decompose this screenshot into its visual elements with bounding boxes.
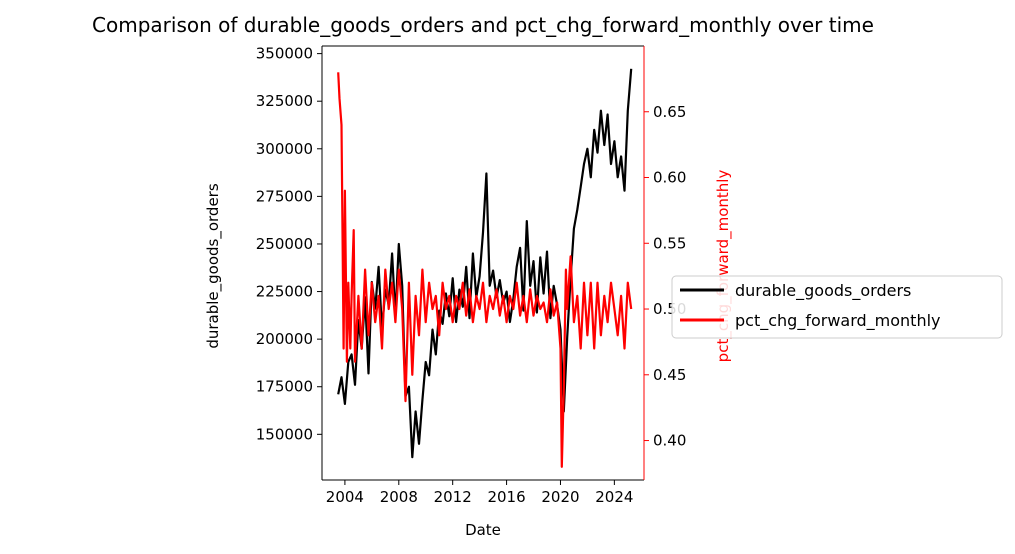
- series-line-pct-chg-forward-monthly: [337, 72, 633, 468]
- y-left-tick-label: 200000: [256, 330, 313, 348]
- x-tick-label: 2012: [434, 488, 472, 506]
- chart-title: Comparison of durable_goods_orders and p…: [92, 13, 874, 37]
- y-left-tick-label: 150000: [256, 425, 313, 443]
- axes-layer: [321, 45, 645, 481]
- legend-box: [671, 275, 1003, 339]
- x-tick-label: 2008: [380, 488, 418, 506]
- y-right-tick-label: 0.65: [653, 103, 686, 121]
- legend-label-pct-chg-forward-monthly: pct_chg_forward_monthly: [735, 311, 941, 331]
- legend: durable_goods_orders pct_chg_forward_mon…: [671, 275, 1003, 339]
- y-left-tick-label: 300000: [256, 140, 313, 158]
- x-tick-label: 2024: [595, 488, 633, 506]
- y-right-tick-label: 0.40: [653, 432, 686, 450]
- x-tick-label: 2004: [326, 488, 364, 506]
- y-left-tick-label: 225000: [256, 283, 313, 301]
- y-right-tick-label: 0.45: [653, 366, 686, 384]
- y-left-tick-label: 175000: [256, 378, 313, 396]
- y-left-tick-label: 350000: [256, 45, 313, 63]
- y-left-axis-title: durable_goods_orders: [204, 183, 223, 349]
- x-axis-title: Date: [465, 521, 501, 539]
- y-right-tick-label: 0.55: [653, 234, 686, 252]
- x-tick-label: 2020: [541, 488, 579, 506]
- y-left-tick-label: 275000: [256, 187, 313, 205]
- legend-label-durable-goods-orders: durable_goods_orders: [735, 281, 911, 301]
- ticks-layer: 2004 2008 2012 2016 2020 2024 150000 175000 2000…: [256, 45, 687, 506]
- y-left-tick-label: 325000: [256, 92, 313, 110]
- x-tick-label: 2016: [487, 488, 525, 506]
- y-left-tick-label: 250000: [256, 235, 313, 253]
- y-right-tick-label: 0.60: [653, 169, 686, 187]
- series-layer: [337, 68, 633, 468]
